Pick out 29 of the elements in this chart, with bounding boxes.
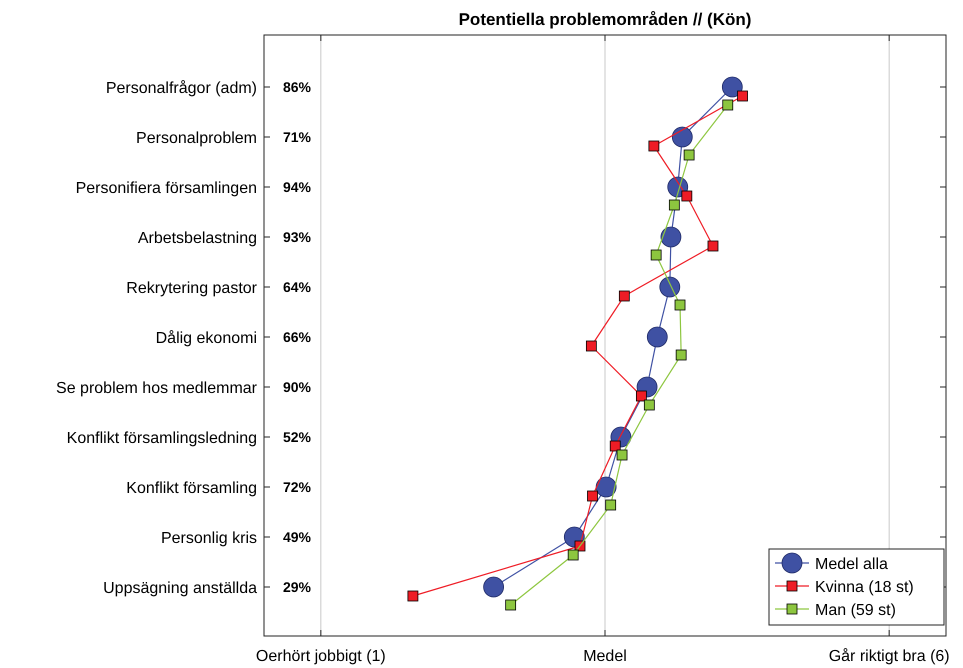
y-tick-label: Se problem hos medlemmar [56,380,258,397]
y-tick-label: Personalproblem [136,130,257,147]
annotation: 29% [282,579,312,595]
x-tick-label: Går riktigt bra (6) [828,648,950,665]
x-tick-label: Oerhört jobbigt (1) [256,648,386,665]
y-tick-label: Konflikt församling [126,480,257,497]
chart-title: Potentiella problemområden // (Kön) [458,10,752,29]
annotation: 94% [282,179,312,195]
annotation: 64% [282,279,312,295]
legend-label: Man (59 st) [815,602,896,619]
y-tick-label: Rekrytering pastor [126,280,258,297]
y-tick-label: Dålig ekonomi [156,330,257,347]
y-tick-label: Personlig kris [160,530,257,547]
y-tick-label: Konflikt församlingsledning [66,430,257,447]
y-tick-label: Uppsägning anställda [103,580,258,597]
annotation: 71% [282,129,312,145]
annotation: 90% [282,379,312,395]
annotation: 86% [282,79,312,95]
legend-label: Kvinna (18 st) [815,579,914,596]
annotation: 66% [282,329,312,345]
x-tick-label: Medel [583,648,627,665]
y-tick-label: Personifiera församlingen [76,180,257,197]
legend-label: Medel alla [815,556,888,573]
annotation: 93% [282,229,312,245]
y-tick-label: Personalfrågor (adm) [106,80,257,97]
annotation: 72% [282,479,312,495]
y-tick-label: Arbetsbelastning [138,230,257,247]
annotation: 49% [282,529,312,545]
annotation: 52% [282,429,312,445]
